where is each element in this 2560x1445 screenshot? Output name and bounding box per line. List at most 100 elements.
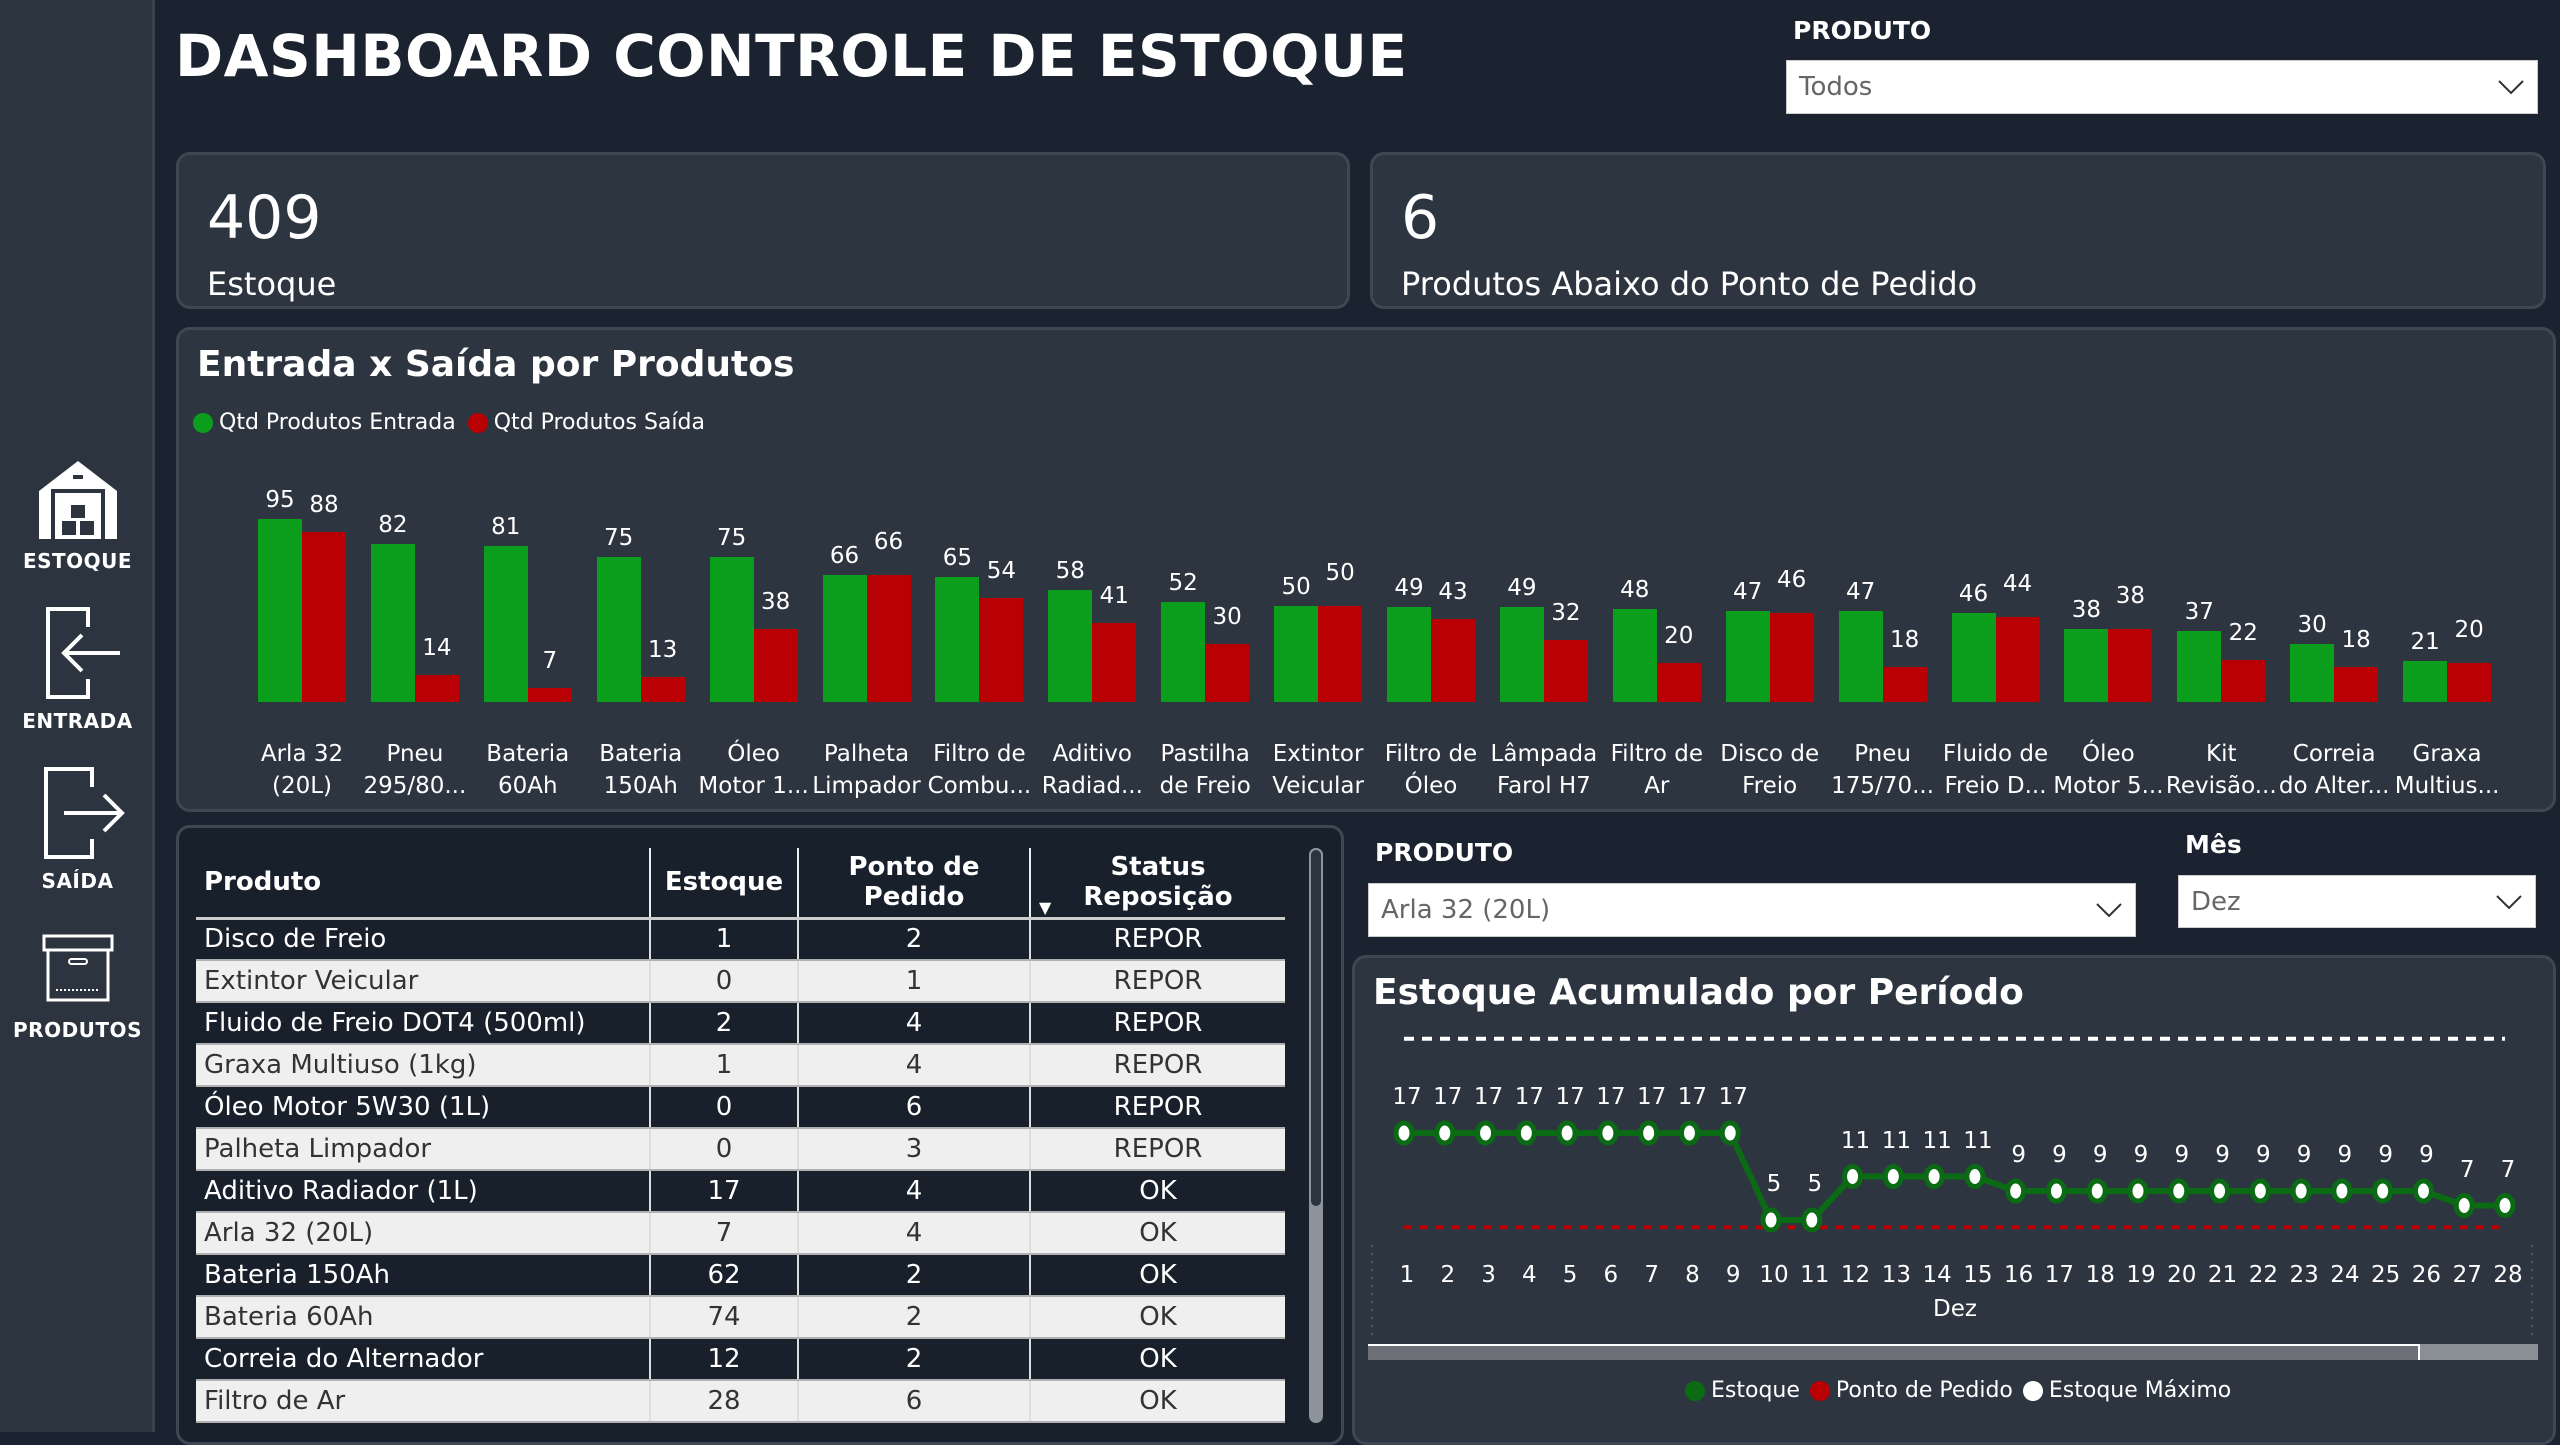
table-row[interactable]: Disco de Freio 1 2 REPOR [196, 918, 1285, 961]
table-row[interactable]: Palheta Limpador 0 3 REPOR [196, 1128, 1285, 1171]
data-label: 7 [542, 648, 558, 675]
bar-saida[interactable] [527, 688, 572, 702]
bar-entrada[interactable] [1612, 609, 1657, 702]
estoque-point [1434, 1120, 1456, 1146]
table-row[interactable]: Fluido de Freio DOT4 (500ml) 2 4 REPOR [196, 1002, 1285, 1045]
chart-scrollbar[interactable] [1368, 1344, 2538, 1360]
col-estoque[interactable]: Estoque [650, 848, 799, 920]
nav-estoque[interactable]: ESTOQUE [0, 455, 155, 573]
bar-saida[interactable] [1769, 613, 1814, 702]
sort-desc-icon: ▼ [1039, 897, 1052, 917]
table-cell: 6 [798, 1380, 1031, 1423]
bar-entrada[interactable] [258, 518, 302, 702]
table-cell: 4 [798, 1212, 1031, 1255]
bar-entrada[interactable] [2177, 630, 2222, 702]
estoque-point [2290, 1178, 2312, 1204]
bar-saida[interactable] [1092, 622, 1137, 702]
table-cell: 2 [650, 1002, 799, 1045]
nav-saida[interactable]: SAÍDA [0, 765, 155, 893]
bar-saida[interactable] [2447, 663, 2492, 702]
bar-saida[interactable] [1431, 619, 1475, 702]
table-row[interactable]: Aditivo Radiador (1L) 17 4 OK [196, 1170, 1285, 1213]
bar-saida[interactable] [1543, 640, 1588, 702]
bar-entrada[interactable] [1161, 601, 1206, 702]
bar-saida[interactable] [2221, 659, 2266, 702]
bar-entrada[interactable] [2403, 661, 2448, 702]
bar-entrada[interactable] [1951, 613, 1996, 702]
table-row[interactable]: Filtro de Ar 28 6 OK [196, 1380, 1285, 1423]
category-label: Óleo [727, 741, 780, 767]
bar-entrada[interactable] [822, 574, 867, 702]
bar-entrada[interactable] [483, 545, 528, 702]
bar-entrada[interactable] [2064, 628, 2109, 702]
nav-label: ENTRADA [22, 709, 133, 733]
bar-entrada[interactable] [2290, 644, 2335, 702]
bar-entrada[interactable] [1725, 611, 1770, 702]
bar-saida[interactable] [2334, 667, 2379, 702]
bar-entrada[interactable] [596, 557, 641, 702]
bar-saida[interactable] [866, 574, 911, 702]
x-tick-label: 4 [1522, 1262, 1537, 1288]
produto-line-filter-dropdown[interactable]: Arla 32 (20L) [1368, 883, 2136, 937]
chart-scrollbar-thumb[interactable] [1368, 1344, 2420, 1360]
category-label: Aditivo [1052, 741, 1132, 767]
bar-entrada[interactable] [1274, 605, 1319, 702]
bar-saida[interactable] [1995, 617, 2040, 702]
mes-filter-dropdown[interactable]: Dez [2178, 875, 2536, 928]
table-row[interactable]: Bateria 60Ah 74 2 OK [196, 1296, 1285, 1339]
data-label: 65 [942, 544, 973, 571]
category-label: Óleo [1404, 773, 1458, 799]
category-label: 60Ah [498, 773, 558, 799]
bar-entrada[interactable] [1387, 607, 1431, 702]
table-cell: 4 [798, 1044, 1031, 1087]
bar-entrada[interactable] [1838, 611, 1883, 702]
bar-entrada[interactable] [1048, 590, 1093, 702]
table-row[interactable]: Bateria 150Ah 62 2 OK [196, 1254, 1285, 1297]
bar-saida[interactable] [640, 676, 685, 702]
estoque-point [1719, 1120, 1741, 1146]
x-tick-label: 6 [1603, 1262, 1619, 1288]
bar-saida[interactable] [2108, 628, 2153, 702]
table-scrollbar-thumb[interactable] [1309, 848, 1323, 1208]
legend-estoque-maximo: Estoque Máximo [2048, 1378, 2232, 1403]
table-cell: OK [1030, 1170, 1285, 1213]
produto-filter-dropdown[interactable]: Todos [1786, 60, 2538, 114]
category-label: Pastilha [1160, 741, 1250, 767]
bar-saida[interactable] [1656, 663, 1701, 702]
table-row[interactable]: Arla 32 (20L) 7 4 OK [196, 1212, 1285, 1255]
nav-produtos[interactable]: PRODUTOS [0, 932, 155, 1042]
bar-saida[interactable] [302, 532, 346, 702]
table-row[interactable]: Correia do Alternador 12 2 OK [196, 1338, 1285, 1381]
table-scrollbar[interactable] [1309, 848, 1323, 1423]
data-label: 66 [829, 542, 860, 569]
bar-entrada[interactable] [370, 543, 415, 702]
bar-saida[interactable] [753, 628, 798, 702]
table-cell: 0 [650, 960, 799, 1003]
x-tick-label: 10 [1759, 1262, 1789, 1288]
bar-chart-entrada-saida: Entrada x Saída por Produtos Qtd Produto… [176, 327, 2556, 812]
bar-entrada[interactable] [935, 576, 980, 702]
data-label: 9 [2011, 1142, 2026, 1168]
table-row[interactable]: Graxa Multiuso (1kg) 1 4 REPOR [196, 1044, 1285, 1087]
data-label: 17 [1637, 1084, 1667, 1110]
bar-entrada[interactable] [1499, 607, 1544, 702]
bar-saida[interactable] [979, 597, 1024, 702]
table-cell: OK [1030, 1254, 1285, 1297]
data-label: 95 [265, 486, 295, 513]
category-label: 295/80... [363, 773, 467, 799]
table-row[interactable]: Extintor Veicular 0 1 REPOR [196, 960, 1285, 1003]
col-produto[interactable]: Produto [196, 848, 651, 920]
table-row[interactable]: Óleo Motor 5W30 (1L) 0 6 REPOR [196, 1086, 1285, 1129]
col-ponto-pedido[interactable]: Ponto de Pedido [798, 848, 1031, 920]
estoque-point [1475, 1120, 1497, 1146]
x-tick-label: 19 [2126, 1262, 2156, 1288]
bar-saida[interactable] [1882, 667, 1927, 702]
col-status-reposicao[interactable]: Status Reposição ▼ [1030, 848, 1285, 920]
x-tick-label: 28 [2493, 1262, 2523, 1288]
bar-saida[interactable] [414, 674, 459, 702]
bar-saida[interactable] [1318, 605, 1363, 702]
bar-entrada[interactable] [709, 557, 754, 702]
bar-saida[interactable] [1205, 644, 1250, 702]
table-cell: 2 [798, 1338, 1031, 1381]
nav-entrada[interactable]: ENTRADA [0, 605, 155, 733]
